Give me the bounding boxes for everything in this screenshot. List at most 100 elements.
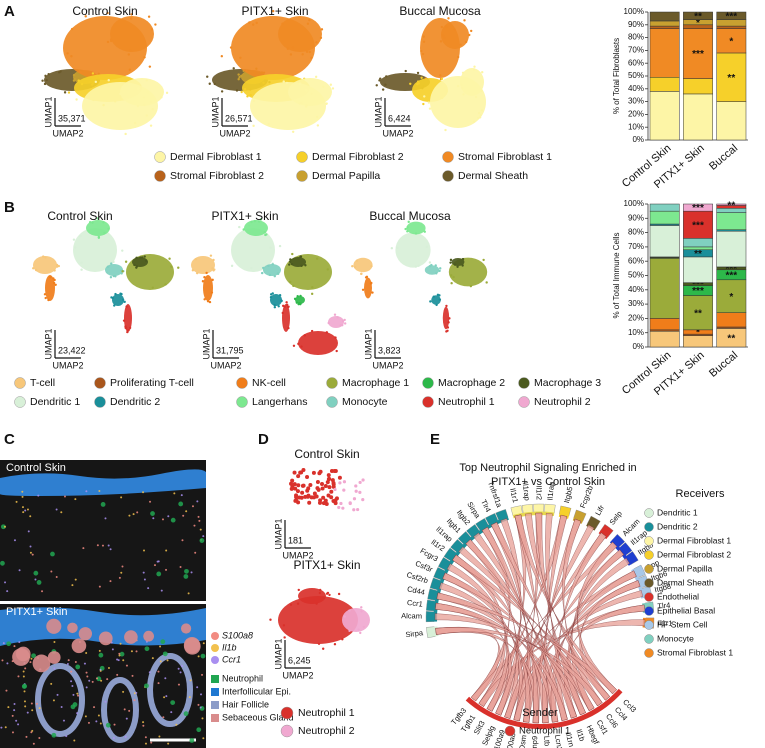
umap-point [73,246,77,249]
umap-point [308,482,313,487]
micro-speck [11,714,14,717]
umap-point [317,642,321,645]
umap-point [106,40,110,44]
umap-point [191,269,195,272]
micro-speck [107,544,110,547]
umap-point [285,301,288,304]
micro-speck [93,706,96,709]
umap-point [476,116,480,120]
umap-point [338,481,342,485]
micro-speck [124,735,127,738]
umap-cluster [290,257,306,267]
micro-speck [188,696,191,699]
umap-point [211,267,214,270]
bar-segment [716,11,747,20]
micro-speck [142,571,145,574]
legend-label: Dermal Sheath [458,170,528,182]
micro-speck [21,506,24,509]
umap-point [73,77,76,81]
micro-speck [181,539,184,542]
umap-point [439,40,443,43]
chord-label: Csf2rb [406,570,430,585]
scale-value: 181 [288,535,303,545]
umap-point [440,25,444,29]
micro-speck [0,524,6,530]
significance-label: *** [692,220,704,231]
legend-label: Dermal Fibroblast 1 [657,535,731,545]
legend-swatch [442,151,454,163]
umap-point [462,93,465,96]
umap-cluster [110,16,154,52]
legend-label: Stromal Fibroblast 1 [657,647,733,657]
umap-point [432,295,436,298]
umap-point [322,596,326,599]
micro-speck [13,703,16,706]
micro-speck [199,538,205,543]
umap-point [168,257,171,260]
legend-label: Il1b [222,642,237,652]
umap-point [396,246,399,250]
receptor-segment [425,611,435,623]
umap-point [282,80,285,83]
micro-speck [0,560,5,566]
umap-title: PITX1+ Skin [241,4,308,18]
umap-axis-label: UMAP2 [372,360,403,370]
micro-speck [173,492,176,495]
y-tick-label: 80% [628,33,644,42]
umap-point [237,73,240,76]
umap-point [414,232,418,235]
umap-point [428,107,432,110]
umap-point [291,46,295,49]
umap-point [360,272,363,276]
umap-cluster [288,78,332,106]
legend-label: Sebaceous Gland [222,712,294,722]
umap-point [381,88,385,91]
micro-speck [109,580,112,583]
micro-speck [202,737,205,740]
umap-axis-label: UMAP1 [43,96,53,127]
umap-point [210,291,214,294]
umap-point [449,258,453,262]
umap-point [479,114,482,117]
umap-title: Control Skin [47,209,112,223]
umap-point [361,478,365,482]
micro-speck [202,642,205,645]
micro-speck [82,547,85,550]
umap-point [470,29,473,33]
umap-point [135,265,139,268]
legend-swatch [280,724,294,738]
umap-point [354,489,358,493]
umap-point [316,487,321,492]
sebaceous-spot [78,627,93,641]
umap-point [447,321,450,324]
umap-point [209,254,213,257]
umap-point [34,268,38,272]
umap-point [348,501,352,505]
chord-label: Il1r2 [535,485,544,500]
panel-letter: E [430,431,440,448]
umap-point [43,293,47,296]
umap-point [339,501,343,506]
micro-speck [100,502,106,507]
umap-point [252,23,255,26]
umap-point [269,246,272,249]
micro-speck [22,670,25,673]
micro-speck [86,675,89,678]
micro-speck [22,511,25,514]
umap-point [289,486,294,491]
sebaceous-spot [32,654,51,673]
micro-speck [100,679,103,682]
bar-segment [683,210,713,239]
umap-point [477,111,481,115]
micro-speck [122,659,125,662]
legend-swatch [422,377,434,389]
chord-label: Sirpa [405,628,424,639]
bar-segment [716,312,747,328]
significance-label: ** [727,73,735,84]
umap-point [110,262,113,265]
legend-label: Endothelial [657,591,699,601]
micro-speck [85,671,88,674]
legend-label: Dermal Papilla [657,563,713,573]
umap-point [124,132,127,136]
legend-label: Stromal Fibroblast 1 [458,151,552,163]
